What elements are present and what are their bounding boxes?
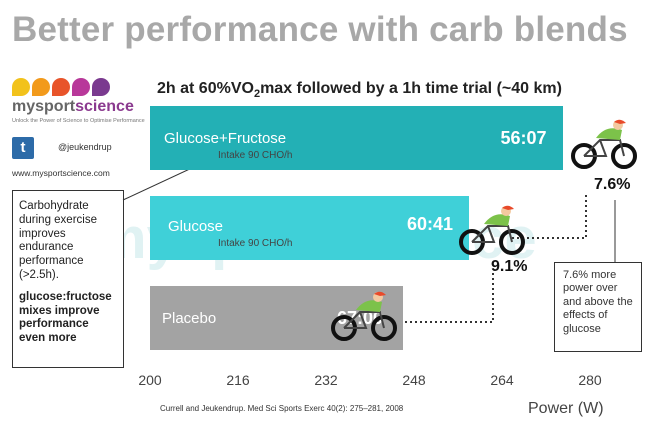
x-axis-label: Power (W) (528, 400, 604, 417)
brand-tagline: Unlock the Power of Science to Optimise … (12, 118, 145, 124)
website-link[interactable]: www.mysportscience.com (12, 168, 110, 178)
improvement-label-glucose: 9.1% (491, 258, 528, 275)
cyclist-icon-placebo (331, 291, 397, 341)
chart-title-pre: 2h at 60%VO (157, 80, 254, 97)
twitter-handle[interactable]: @jeukendrup (58, 142, 112, 152)
logo-dot-1 (12, 78, 30, 96)
citation: Currell and Jeukendrup. Med Sci Sports E… (160, 404, 404, 413)
chart-title-post: max followed by a 1h time trial (~40 km) (260, 80, 562, 97)
x-tick-label: 280 (578, 372, 602, 388)
cyclist-icon-glucose-fructose (571, 119, 637, 169)
bar-glucose-fructose: Glucose+Fructose 56:07 Intake 90 CHO/h (150, 106, 563, 170)
bar-time-glucose-fructose: 56:07 (500, 128, 547, 148)
logo-dot-5 (92, 78, 110, 96)
chart-title-sub: 2 (253, 88, 261, 101)
bar-label-glucose-fructose: Glucose+Fructose (164, 130, 287, 147)
x-tick-label: 232 (314, 372, 338, 388)
right-note-box: 7.6% more power over and above the effec… (554, 262, 642, 352)
twitter-icon[interactable]: t (12, 137, 34, 159)
bar-note-glucose: Intake 90 CHO/h (218, 238, 293, 249)
x-tick-label: 216 (226, 372, 250, 388)
x-tick-label: 248 (402, 372, 426, 388)
bar-label-glucose: Glucose (168, 218, 224, 235)
bar-note-glucose-fructose: Intake 90 CHO/h (218, 150, 293, 161)
page-title: Better performance with carb blends (12, 10, 628, 49)
brand-name: mysportscience (12, 98, 134, 116)
brand-part-1: mysport (12, 98, 76, 115)
x-tick-label: 200 (138, 372, 162, 388)
chart-title: 2h at 60%VO2max followed by a 1h time tr… (157, 80, 562, 100)
logo-icon (12, 78, 110, 96)
logo-dot-4 (72, 78, 90, 96)
brand-part-2: science (75, 98, 134, 115)
left-note-box: Carbohydrate during exercise improves en… (12, 190, 124, 368)
logo-dot-3 (52, 78, 70, 96)
bar-time-glucose: 60:41 (406, 214, 453, 234)
left-note-text: Carbohydrate during exercise improves en… (19, 200, 97, 281)
improvement-label-glucose-fructose: 7.6% (594, 176, 631, 193)
logo-dot-2 (32, 78, 50, 96)
cyclist-icon-glucose (459, 205, 525, 255)
bar-placebo: Placebo 67:00 (150, 286, 403, 350)
bar-glucose: Glucose 60:41 Intake 90 CHO/h (150, 196, 469, 260)
left-note-bold: glucose:fructose mixes improve performan… (19, 290, 112, 345)
bar-label-placebo: Placebo (162, 310, 217, 327)
x-tick-label: 264 (490, 372, 514, 388)
dotted-connector-glucose (400, 270, 494, 323)
